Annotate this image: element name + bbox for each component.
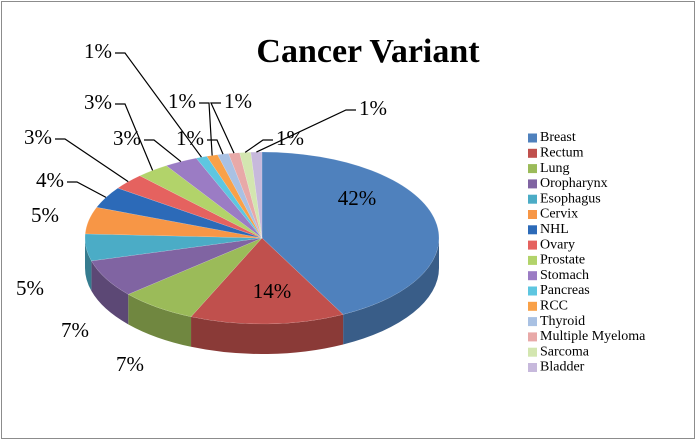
legend-swatch — [528, 347, 537, 357]
data-label: 3% — [113, 126, 141, 150]
leader-line — [207, 139, 224, 155]
pie-slice-side — [128, 294, 192, 347]
leader-line — [115, 52, 202, 158]
pie-slice — [190, 237, 344, 325]
data-label: 14% — [253, 279, 292, 303]
legend-label: RCC — [540, 299, 568, 314]
legend-swatch — [528, 286, 537, 296]
data-label: 3% — [84, 90, 112, 114]
pie-slice — [127, 237, 263, 318]
legend-swatch — [528, 210, 537, 219]
legend-swatch — [528, 271, 537, 281]
pie-slice — [228, 152, 263, 239]
data-label: 42% — [338, 186, 377, 210]
data-label: 5% — [31, 203, 59, 227]
data-label: 7% — [116, 352, 144, 376]
pie-slice-side — [91, 260, 129, 325]
pie-slice-side — [343, 238, 439, 345]
pie-slice-side — [191, 314, 344, 355]
legend-swatch — [528, 363, 537, 372]
legend-label: Multiple Myeloma — [540, 329, 646, 344]
pie-slice — [84, 233, 263, 262]
data-label: 1% — [176, 126, 204, 150]
legend-label: Thyroid — [540, 314, 585, 329]
legend-label: Cervix — [540, 207, 578, 222]
data-label: 4% — [36, 168, 64, 192]
legend-swatch — [528, 301, 537, 311]
legend-swatch — [528, 179, 537, 189]
data-label: 5% — [16, 276, 44, 300]
data-label: 1% — [224, 89, 252, 113]
leader-line — [67, 181, 107, 198]
leader-line — [144, 139, 182, 163]
legend-label: Oropharynx — [540, 176, 608, 191]
chart-title: Cancer Variant — [256, 33, 480, 70]
data-label: 7% — [61, 318, 89, 342]
legend-label: Breast — [540, 130, 576, 145]
data-label: 3% — [24, 125, 52, 149]
legend-label: Stomach — [540, 268, 589, 283]
legend-swatch — [528, 194, 537, 204]
legend-label: Bladder — [540, 360, 585, 375]
pie-slice — [84, 207, 263, 239]
legend-label: Pancreas — [540, 283, 590, 298]
legend-label: Lung — [540, 161, 570, 176]
legend-label: Esophagus — [540, 191, 601, 206]
legend-swatch — [528, 255, 537, 265]
legend-swatch — [528, 225, 537, 235]
legend-label: Prostate — [540, 253, 585, 268]
pie-slice — [96, 187, 263, 239]
data-label: 1% — [276, 126, 304, 150]
legend-swatch — [528, 133, 537, 143]
legend-label: Rectum — [540, 146, 584, 161]
pie-slice-side — [85, 238, 92, 291]
pie-slice — [165, 157, 263, 239]
pie-slice — [90, 237, 263, 295]
legend-label: NHL — [540, 222, 569, 237]
data-label: 1% — [359, 96, 387, 120]
leader-line — [210, 102, 235, 154]
legend-swatch — [528, 148, 537, 158]
pie-slice — [261, 151, 440, 315]
pie-slice — [239, 151, 263, 239]
legend-swatch — [528, 332, 537, 342]
pie-slice — [139, 165, 263, 239]
leader-line — [199, 102, 213, 156]
legend-swatch — [528, 240, 537, 250]
leader-line — [244, 139, 273, 153]
leader-line — [55, 138, 129, 183]
legend-label: Sarcoma — [540, 344, 590, 359]
legend-label: Ovary — [540, 237, 575, 252]
legend-swatch — [528, 164, 537, 174]
data-label: 1% — [168, 89, 196, 113]
legend-swatch — [528, 317, 537, 327]
leader-line — [115, 103, 154, 171]
leader-line — [256, 109, 356, 153]
data-label: 1% — [84, 39, 112, 63]
